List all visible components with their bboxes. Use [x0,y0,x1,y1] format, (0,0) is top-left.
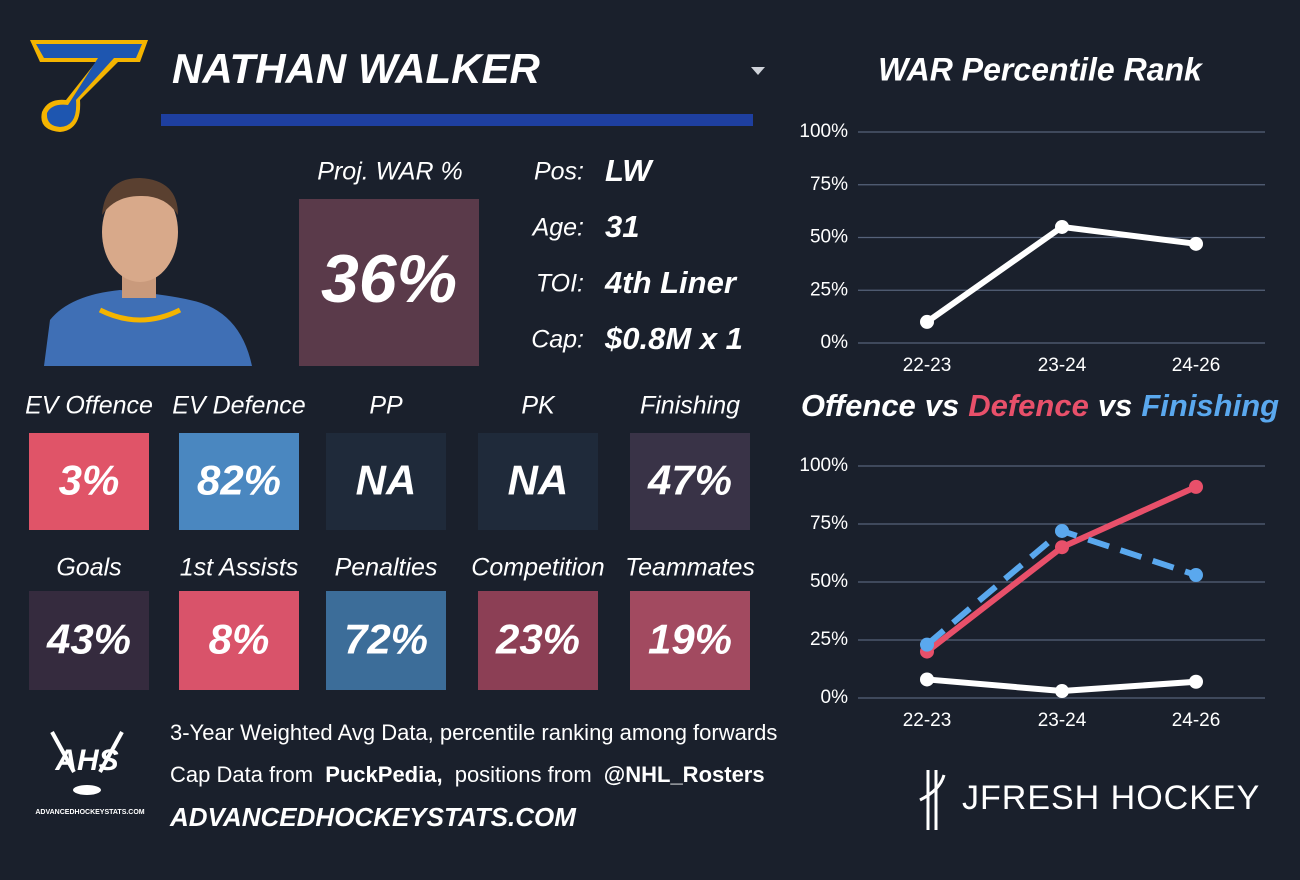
ahs-logo-site: ADVANCEDHOCKEYSTATS.COM [35,809,144,816]
footer-line2: Cap Data from PuckPedia, positions from … [170,762,765,787]
data-point [1189,568,1203,583]
jfresh-logo [919,770,946,830]
tile [326,591,446,690]
tile-label: Penalties [335,554,438,582]
x-tick-label: 23-24 [1038,355,1087,376]
team-logo [30,40,148,132]
tile-value: NA [508,457,569,504]
tile [630,433,750,530]
info-value: LW [605,153,654,188]
tile-label: Goals [56,554,121,582]
footer-link: @NHL_Rosters [604,762,765,787]
info-value: 4th Liner [604,265,738,300]
player-name: NATHAN WALKER [172,45,541,92]
tile [29,433,149,530]
projection-value: 36% [321,241,457,317]
data-point [920,672,934,687]
info-label: Age: [531,214,584,242]
legend-entry: Offence [801,388,916,423]
tile-value: 72% [344,616,428,663]
tile-label: PK [521,392,556,420]
tile-label: Finishing [640,392,740,420]
y-tick-label: 25% [810,629,848,650]
data-point [1189,479,1203,494]
tile [478,433,598,530]
legend-entry: Finishing [1141,388,1279,423]
tile-value: NA [356,457,417,504]
tile-value: 19% [648,616,732,663]
tile [179,591,299,690]
y-tick-label: 50% [810,227,848,248]
tile-label: PP [369,392,403,420]
brand: JFRESH HOCKEY [962,779,1260,817]
name-underline [161,114,753,126]
footer-link: PuckPedia, [325,762,442,787]
chart-title: WAR Percentile Rank [878,51,1204,87]
info-value: $0.8M x 1 [604,321,743,356]
data-point [920,637,934,652]
ahs-logo-text: AHS [54,744,118,777]
info-value: 31 [605,209,639,244]
chart-title: Offence vs Defence vs Finishing [801,388,1279,423]
tile [179,433,299,530]
footer-text: positions from [455,762,592,787]
title-separator: vs [1098,388,1132,423]
y-tick-label: 25% [810,279,848,300]
footer-site: ADVANCEDHOCKEYSTATS.COM [169,802,577,832]
projection-tile [299,199,479,366]
tile-value: 43% [46,616,131,663]
x-tick-label: 23-24 [1038,710,1087,731]
tile [326,433,446,530]
data-point [1055,219,1069,234]
y-tick-label: 100% [799,121,848,142]
tile-label: Competition [471,554,604,582]
title-separator: vs [925,388,959,423]
tile [478,591,598,690]
tile-value: 8% [209,616,270,663]
info-label: Cap: [531,326,584,354]
dropdown-arrow[interactable] [751,67,765,75]
legend-entry: Defence [968,388,1089,423]
info-label: TOI: [536,270,584,298]
data-point [1189,674,1203,689]
x-tick-label: 24-26 [1172,710,1221,731]
x-tick-label: 24-26 [1172,355,1221,376]
y-tick-label: 0% [821,687,849,708]
data-point [1055,523,1069,538]
data-point [1055,540,1069,555]
tile-value: 3% [59,457,120,504]
tile-label: Teammates [625,554,755,582]
footer-text: Cap Data from [170,762,313,787]
footer-line1: 3-Year Weighted Avg Data, percentile ran… [170,720,777,745]
y-tick-label: 50% [810,571,848,592]
y-tick-label: 75% [810,513,848,534]
tile-value: 82% [197,457,281,504]
info-label: Pos: [534,158,584,186]
player-photo [44,178,252,366]
tile [630,591,750,690]
data-point [920,314,934,329]
data-point [1189,236,1203,251]
y-tick-label: 0% [821,332,849,353]
y-tick-label: 75% [810,174,848,195]
tile-value: 47% [647,457,732,504]
tile [29,591,149,690]
projection-label: Proj. WAR % [317,158,462,186]
tile-label: EV Offence [25,392,153,420]
tile-value: 23% [495,616,580,663]
y-tick-label: 100% [799,455,848,476]
data-point [1055,684,1069,699]
tile-label: 1st Assists [180,554,299,582]
tile-label: EV Defence [172,392,305,420]
x-tick-label: 22-23 [903,355,952,376]
ahs-logo [50,731,124,795]
x-tick-label: 22-23 [903,710,952,731]
